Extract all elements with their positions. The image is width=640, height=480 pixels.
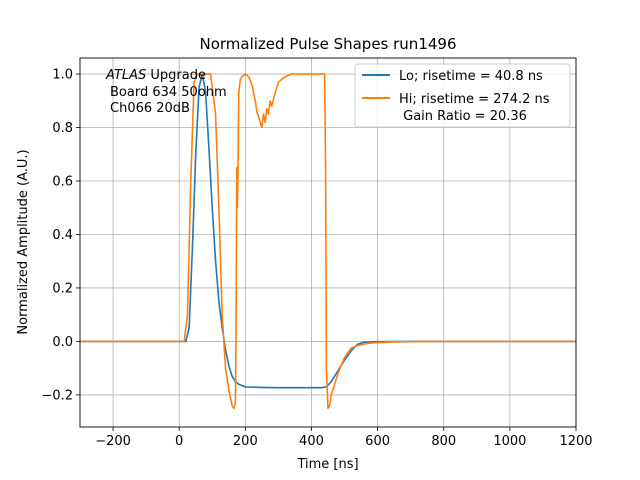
x-tick-label: 1200 (559, 434, 592, 449)
y-tick-label: 0.8 (52, 121, 73, 136)
y-tick-label: 0.2 (52, 281, 73, 296)
legend-label-lo: Lo; risetime = 40.8 ns (399, 69, 543, 84)
x-tick-label: −200 (95, 434, 131, 449)
legend-label-hi-line-2: Gain Ratio = 20.36 (399, 109, 527, 124)
y-tick-label: −0.2 (41, 388, 73, 403)
annotation-upgrade: Upgrade (146, 68, 206, 83)
x-tick-label: 800 (431, 434, 456, 449)
series-lines (80, 73, 576, 410)
legend-label-hi-line-1: Hi; risetime = 274.2 ns (399, 92, 550, 107)
annotation-line-2: Board 634 50ohm (110, 85, 227, 100)
chart-title: Normalized Pulse Shapes run1496 (199, 35, 456, 53)
y-tick-label: 0.6 (52, 175, 73, 190)
annotation-atlas: ATLAS (105, 68, 146, 83)
x-tick-label: 0 (175, 434, 183, 449)
x-tick-label: 200 (233, 434, 258, 449)
y-axis-label: Normalized Amplitude (A.U.) (16, 149, 31, 334)
annotation-line-3: Ch066 20dB (110, 101, 190, 116)
x-tick-label: 400 (299, 434, 324, 449)
y-tick-label: 0.0 (52, 335, 73, 350)
x-axis-label: Time [ns] (296, 457, 358, 472)
legend: Lo; risetime = 40.8 ns Hi; risetime = 27… (354, 63, 571, 128)
annotation-box: ATLAS Upgrade Board 634 50ohm Ch066 20dB (105, 68, 227, 116)
axis-ticks: −200 0 200 400 600 800 1000 1200 −0.2 0.0 0.2 0.4 0.… (41, 68, 592, 449)
annotation-line-1: ATLAS Upgrade (105, 68, 206, 83)
y-tick-label: 1.0 (52, 68, 73, 83)
legend-frame (354, 63, 571, 128)
plot-frame (79, 57, 577, 428)
x-tick-label: 600 (365, 434, 390, 449)
series-line-hi (80, 73, 576, 410)
y-tick-label: 0.4 (52, 228, 73, 243)
x-tick-label: 1000 (493, 434, 526, 449)
